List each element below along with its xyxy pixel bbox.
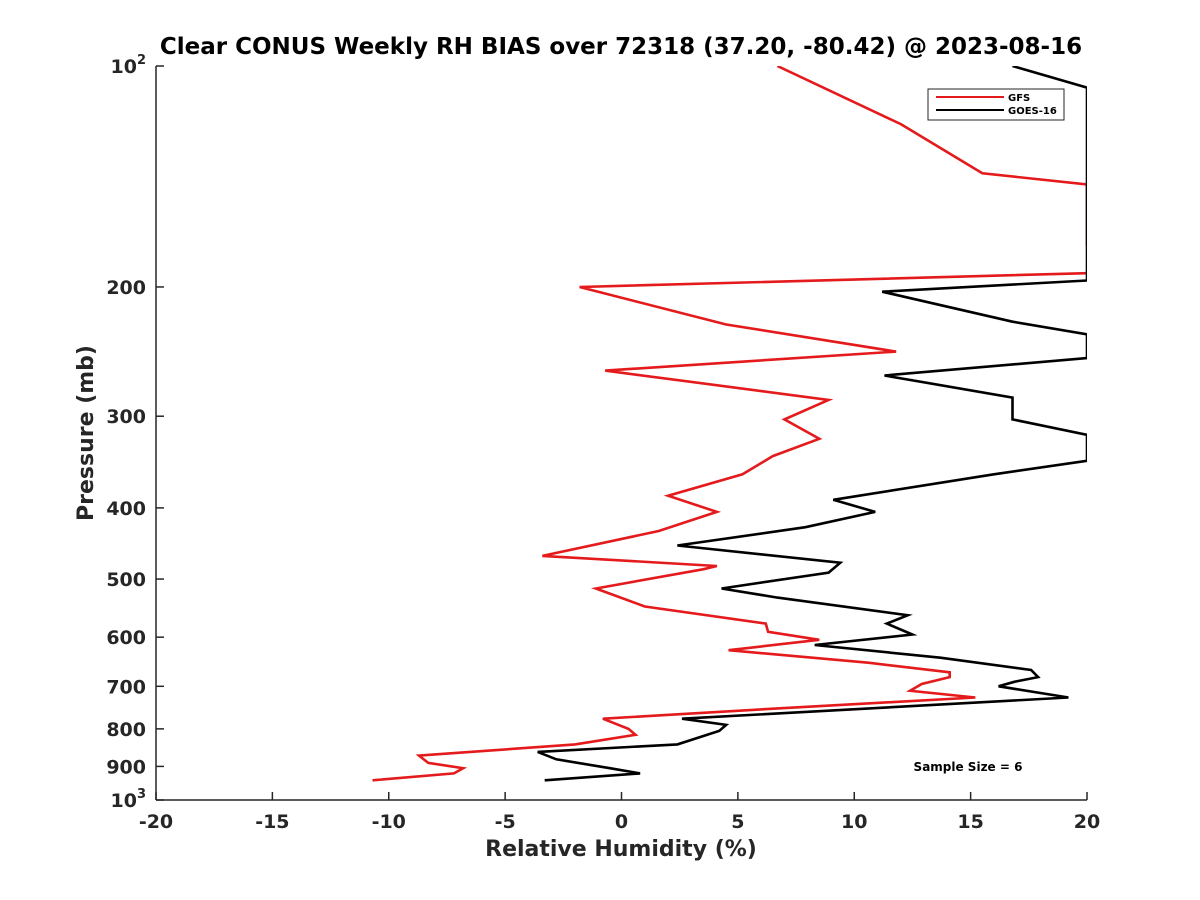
- axes: [155, 65, 1088, 801]
- y-tick-label: 800: [106, 719, 146, 741]
- x-tick-label: 0: [615, 811, 628, 833]
- x-tick-label: 5: [731, 811, 744, 833]
- y-tick-label: 200: [106, 277, 146, 299]
- y-tick-label: 600: [106, 627, 146, 649]
- x-tick-label: -15: [255, 811, 289, 833]
- plot-area: [372, 66, 1087, 782]
- x-tick-labels: -20 -15 -10 -5 0 5 10 15 20: [139, 811, 1100, 833]
- x-tick-label: -20: [139, 811, 173, 833]
- y-tick-label: 900: [106, 756, 146, 778]
- legend-label-gfs: GFS: [1008, 93, 1030, 104]
- legend-box: [927, 88, 1065, 121]
- y-tick-label: 700: [106, 676, 146, 698]
- series-layer: [372, 66, 1087, 782]
- x-tick-label: 15: [957, 811, 983, 833]
- series-line-goes-16: [537, 66, 1087, 782]
- y-tick-label: 500: [106, 569, 146, 591]
- y-tick-label: 400: [106, 498, 146, 520]
- series-line-gfs: [372, 66, 1087, 782]
- x-tick-label: -10: [372, 811, 406, 833]
- chart-title: Clear CONUS Weekly RH BIAS over 72318 (3…: [160, 34, 1082, 60]
- x-axis-label: Relative Humidity (%): [485, 837, 757, 862]
- y-tick-label: 102: [111, 53, 147, 78]
- y-tick-labels: 102 200 300 400 500 600 700 800 900 103: [106, 53, 146, 812]
- x-tick-label: -5: [495, 811, 516, 833]
- legend-label-goes16: GOES-16: [1008, 106, 1057, 117]
- x-tick-label: 20: [1074, 811, 1100, 833]
- x-tick-label: 10: [841, 811, 867, 833]
- legend: GFS GOES-16: [927, 88, 1065, 121]
- y-tick-label: 103: [111, 787, 147, 812]
- sample-size-annotation: Sample Size = 6: [914, 760, 1023, 774]
- y-tick-label: 300: [106, 406, 146, 428]
- y-axis-label: Pressure (mb): [74, 345, 99, 521]
